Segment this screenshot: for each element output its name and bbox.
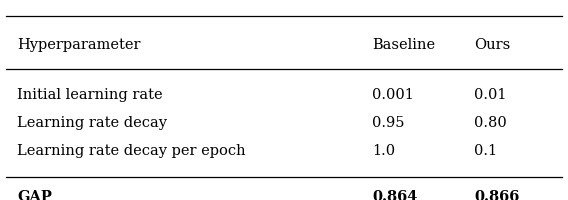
- Text: Ours: Ours: [474, 38, 511, 52]
- Text: 1.0: 1.0: [372, 144, 395, 158]
- Text: 0.01: 0.01: [474, 88, 507, 102]
- Text: 0.80: 0.80: [474, 116, 507, 130]
- Text: Learning rate decay: Learning rate decay: [17, 116, 167, 130]
- Text: 0.001: 0.001: [372, 88, 414, 102]
- Text: 0.866: 0.866: [474, 190, 520, 200]
- Text: Learning rate decay per epoch: Learning rate decay per epoch: [17, 144, 246, 158]
- Text: GAP: GAP: [17, 190, 52, 200]
- Text: Hyperparameter: Hyperparameter: [17, 38, 140, 52]
- Text: 0.95: 0.95: [372, 116, 404, 130]
- Text: 0.864: 0.864: [372, 190, 417, 200]
- Text: Baseline: Baseline: [372, 38, 435, 52]
- Text: Initial learning rate: Initial learning rate: [17, 88, 162, 102]
- Text: 0.1: 0.1: [474, 144, 498, 158]
